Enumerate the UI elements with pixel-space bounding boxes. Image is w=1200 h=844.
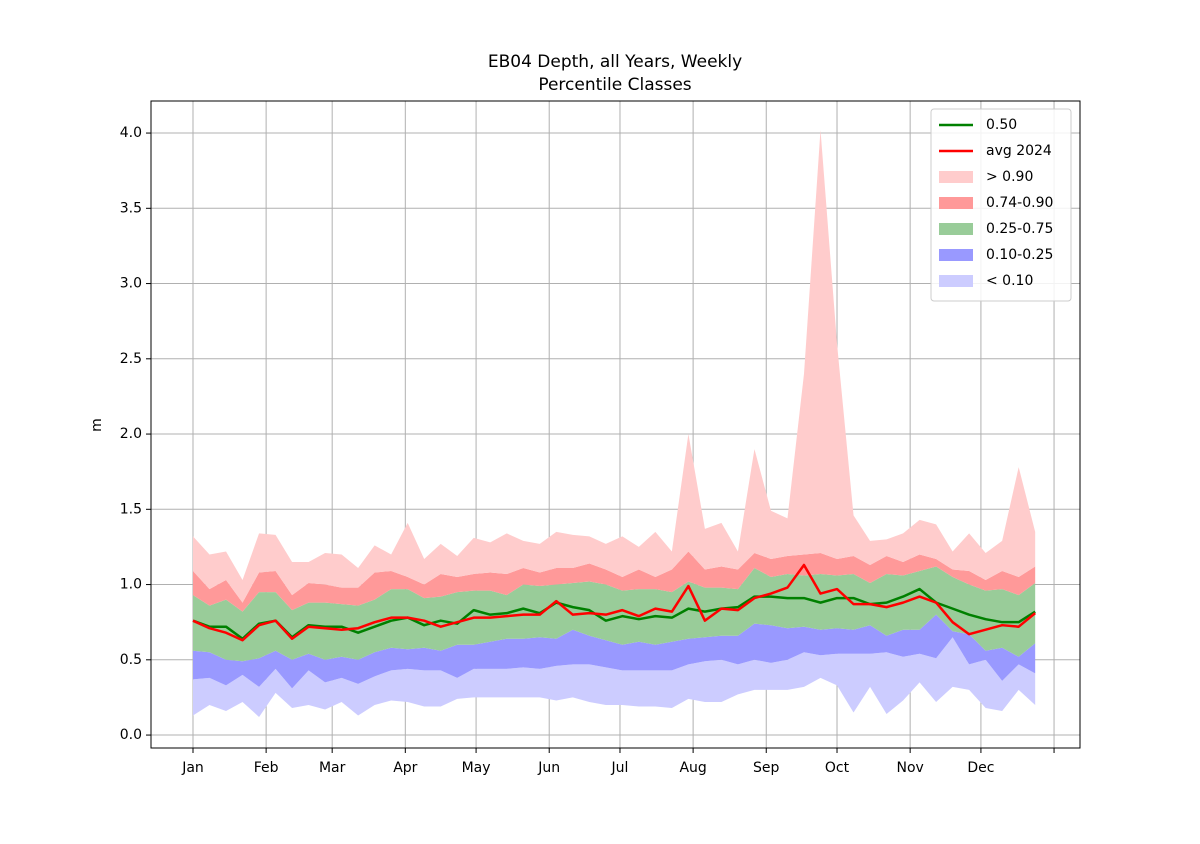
percentile-band <box>192 551 1036 612</box>
legend: 0.50 avg 2024 > 0.90 0.74-0.90 0.25-0.75 0.10… <box>930 108 1072 302</box>
y-tick-label: 3.0 <box>120 276 142 292</box>
x-tick-label: Jan <box>181 760 204 776</box>
legend-label: > 0.90 <box>986 169 1033 185</box>
x-tick-label: Mar <box>319 760 346 776</box>
legend-label: avg 2024 <box>986 143 1052 159</box>
chart-subtitle: Percentile Classes <box>538 75 691 95</box>
x-tick-label: Nov <box>896 760 923 776</box>
y-tick-label: 0.0 <box>120 727 142 743</box>
legend-label: 0.25-0.75 <box>986 221 1053 237</box>
y-tick-label: 0.5 <box>120 652 142 668</box>
y-tick-label: 2.0 <box>120 426 142 442</box>
x-tick-label: Oct <box>825 760 850 776</box>
percentile-band <box>192 637 1036 717</box>
x-tick-label: Jul <box>611 760 629 776</box>
percentile-band <box>192 566 1036 662</box>
chart-title: EB04 Depth, all Years, Weekly <box>488 52 742 72</box>
plot-frame <box>150 100 1081 749</box>
y-axis-label: m <box>89 418 105 432</box>
x-tick-label: Apr <box>393 760 417 776</box>
legend-label: 0.50 <box>986 117 1017 133</box>
legend-swatch <box>939 275 973 287</box>
x-tick-label: Jun <box>537 760 560 776</box>
y-tick-label: 1.5 <box>120 501 142 517</box>
percentile-band <box>192 614 1036 689</box>
legend-swatch <box>939 197 973 209</box>
x-tick-label: Dec <box>967 760 994 776</box>
series-line <box>192 563 1036 642</box>
y-tick-label: 4.0 <box>120 125 142 141</box>
legend-swatch <box>939 171 973 183</box>
y-tick-label: 2.5 <box>120 351 142 367</box>
x-tick-label: Feb <box>254 760 279 776</box>
legend-label: 0.10-0.25 <box>986 247 1053 263</box>
y-tick-label: 3.5 <box>120 200 142 216</box>
legend-label: < 0.10 <box>986 273 1033 289</box>
x-tick-label: Sep <box>753 760 780 776</box>
legend-swatch <box>939 249 973 261</box>
percentile-band <box>192 130 1036 603</box>
legend-label: 0.74-0.90 <box>986 195 1053 211</box>
y-tick-label: 1.0 <box>120 577 142 593</box>
series-line <box>192 587 1036 640</box>
plot-data <box>192 130 1036 717</box>
legend-swatch <box>939 223 973 235</box>
x-tick-label: May <box>462 760 491 776</box>
x-tick-label: Aug <box>679 760 706 776</box>
